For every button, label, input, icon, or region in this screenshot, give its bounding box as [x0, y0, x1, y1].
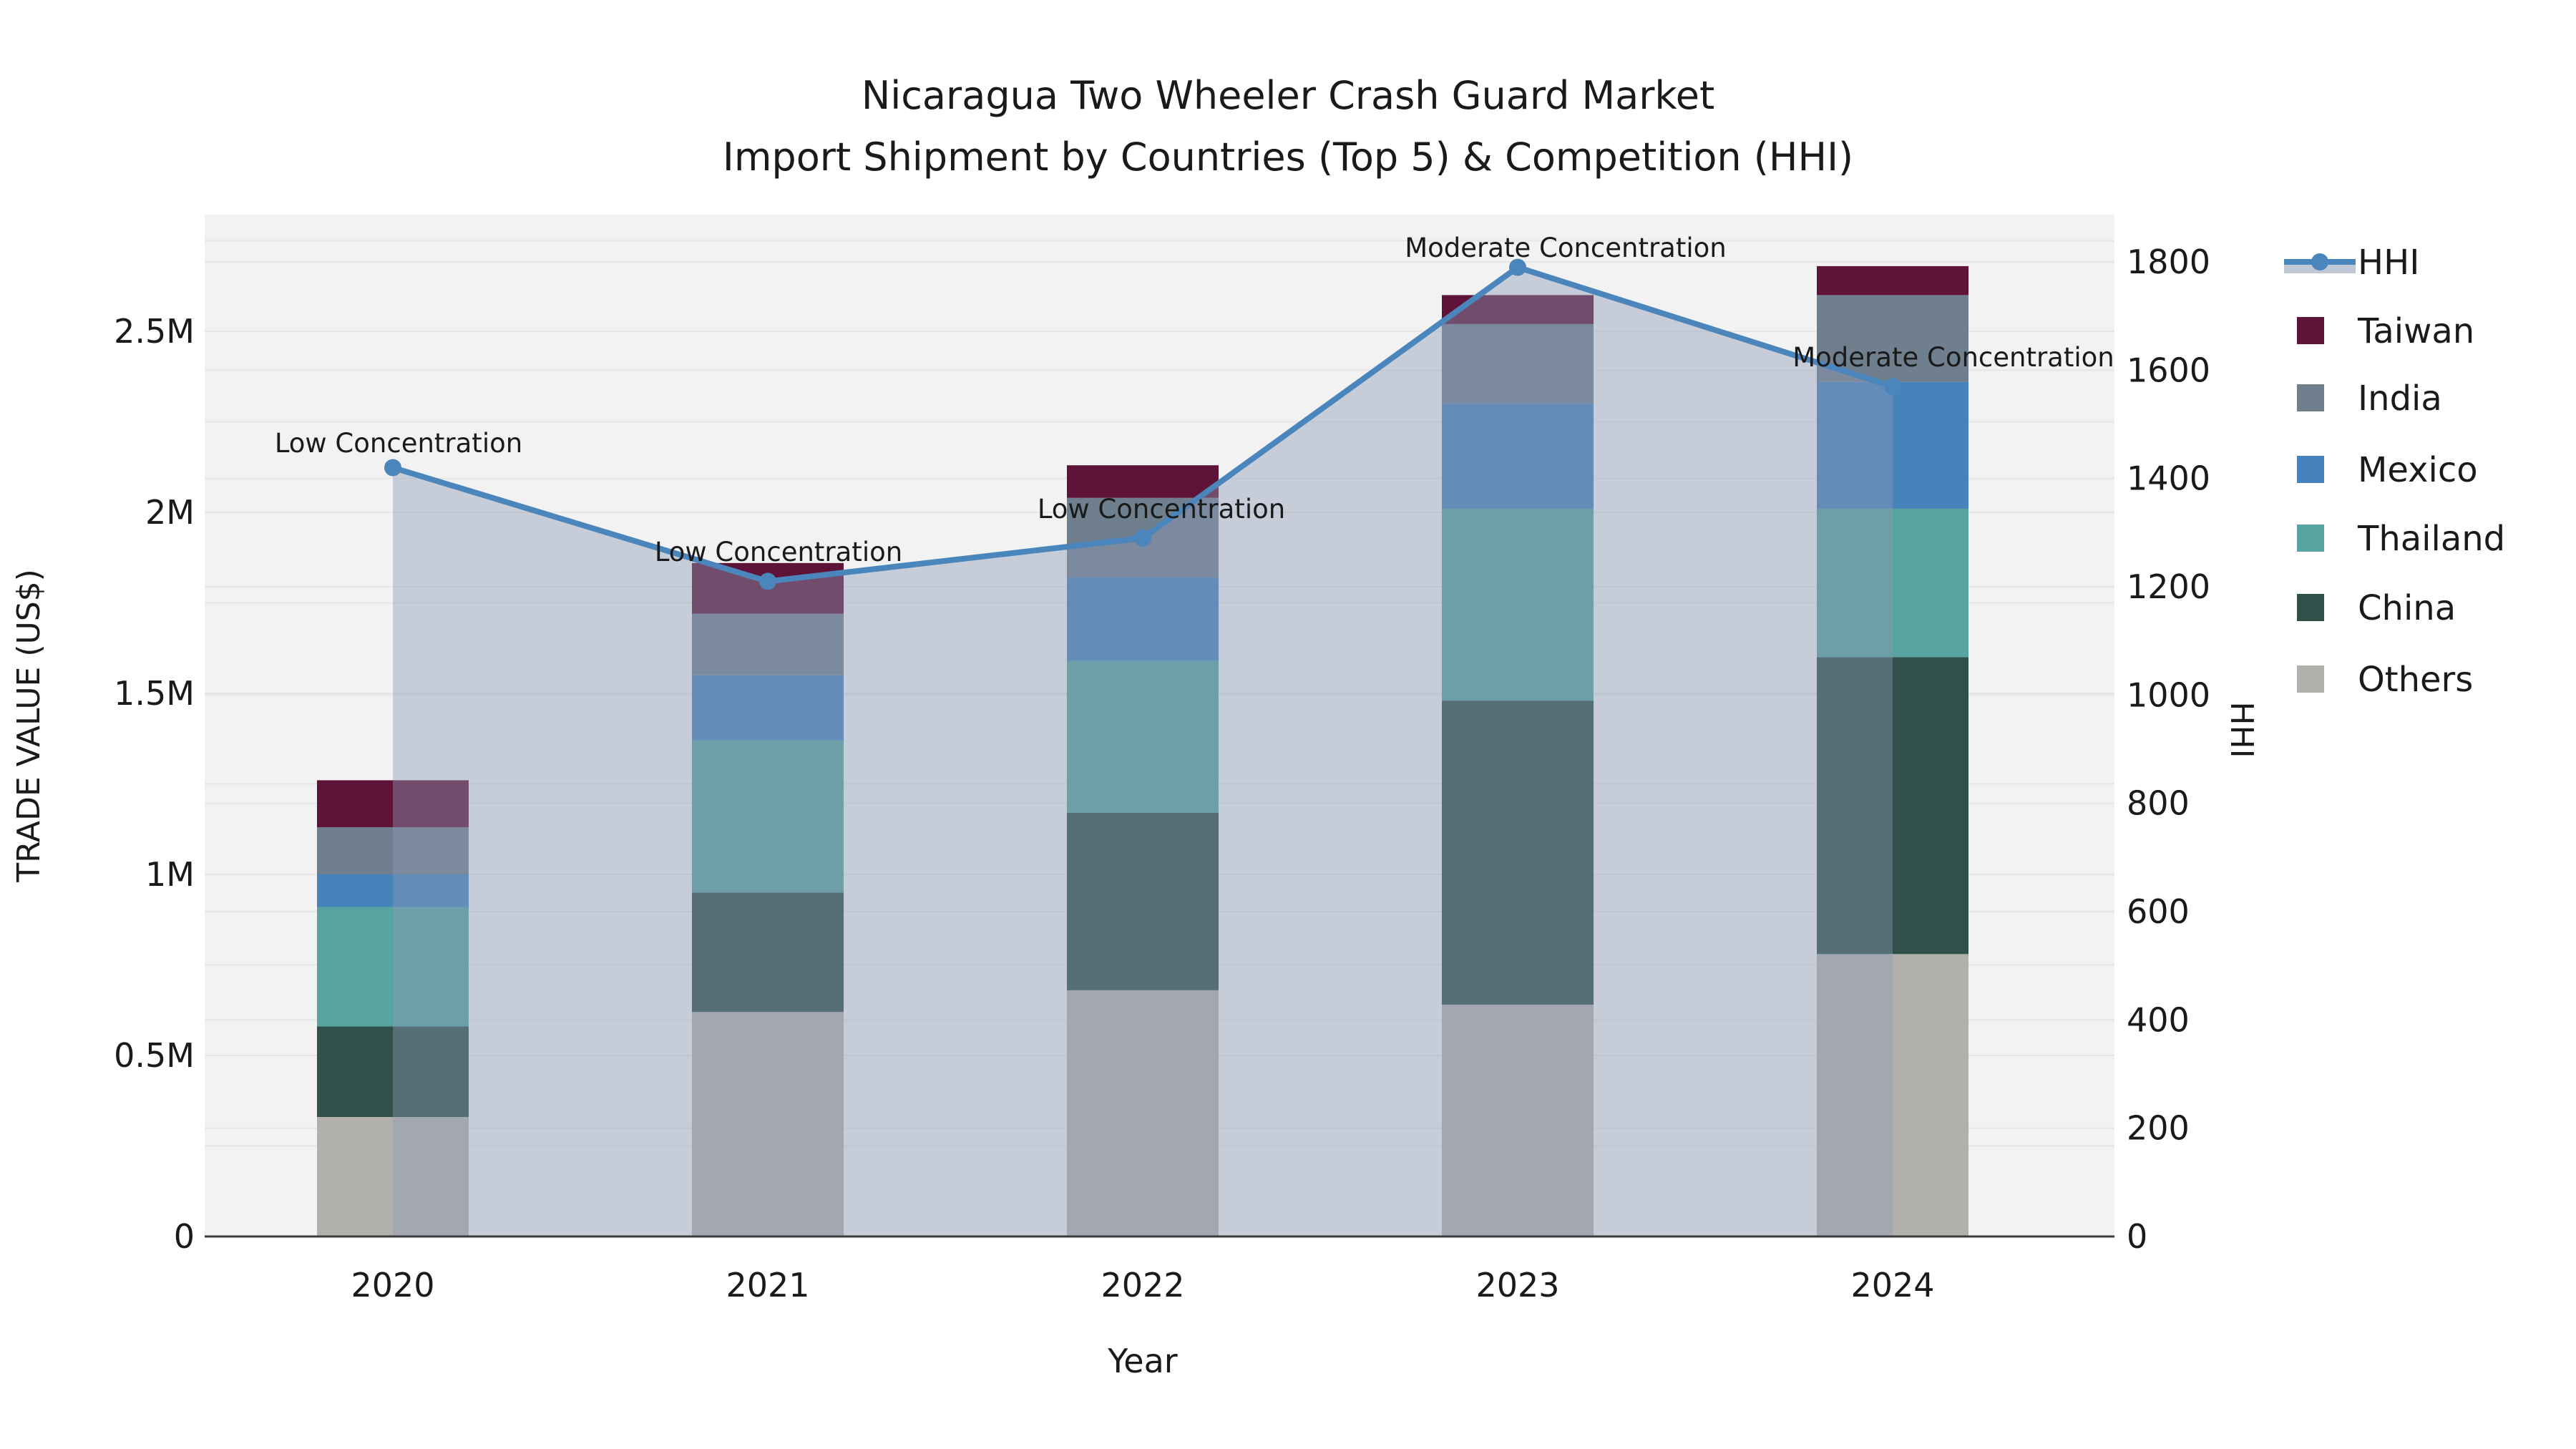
bar-2020: [317, 780, 469, 1236]
legend-color-swatch: [2297, 384, 2324, 411]
bar-segment-mexico: [692, 675, 844, 741]
bar-segment-others: [317, 1117, 469, 1236]
bar-2023: [1442, 295, 1594, 1236]
bar-segment-mexico: [1817, 381, 1968, 509]
legend-item-china: China: [2297, 588, 2456, 628]
title-line-2: Import Shipment by Countries (Top 5) & C…: [723, 135, 1853, 180]
x-tick-label: 2021: [726, 1266, 809, 1304]
right-tick-label: 0: [2127, 1217, 2147, 1256]
x-axis-label: Year: [1107, 1342, 1177, 1380]
bar-segment-taiwan: [317, 780, 469, 828]
bar-segment-thailand: [317, 907, 469, 1027]
legend-color-swatch: [2297, 525, 2324, 552]
annotation-2021: Low Concentration: [655, 537, 902, 567]
annotation-2022: Low Concentration: [1038, 494, 1285, 525]
legend-item-india: India: [2297, 379, 2442, 419]
legend-item-taiwan: Taiwan: [2297, 311, 2474, 351]
legend-label: Thailand: [2357, 519, 2505, 559]
x-tick-label: 2020: [351, 1266, 434, 1304]
bar-segment-thailand: [692, 740, 844, 893]
right-tick-label: 800: [2127, 784, 2190, 823]
legend-color-swatch: [2297, 317, 2324, 344]
bar-segment-others: [1817, 954, 1968, 1236]
hhi-marker: [1134, 529, 1151, 547]
legend-hhi-marker-swatch: [2311, 253, 2328, 270]
hhi-marker: [759, 572, 776, 590]
bar-2021: [692, 562, 844, 1236]
left-tick-label: 2M: [145, 493, 195, 532]
bar-segment-mexico: [1442, 404, 1594, 509]
hhi-marker: [384, 459, 401, 477]
y-axis-label-left: TRADE VALUE (US$): [11, 569, 47, 883]
bar-segment-india: [692, 613, 844, 675]
legend-label: India: [2358, 379, 2442, 419]
bar-segment-china: [1442, 701, 1594, 1005]
legend-color-swatch: [2297, 456, 2324, 483]
bar-segment-mexico: [1067, 577, 1219, 661]
right-tick-label: 200: [2127, 1109, 2190, 1148]
legend-label: Others: [2358, 660, 2473, 700]
bar-segment-thailand: [1067, 660, 1219, 813]
title: Nicaragua Two Wheeler Crash Guard Market…: [723, 73, 1853, 180]
right-tick-label: 1400: [2127, 459, 2210, 498]
bar-segment-india: [1442, 323, 1594, 404]
legend-item-others: Others: [2297, 660, 2473, 700]
bar-segment-others: [1067, 990, 1219, 1236]
bar-segment-mexico: [317, 874, 469, 907]
legend-color-swatch: [2297, 594, 2324, 621]
bar-segment-others: [692, 1012, 844, 1236]
bar-segment-china: [1817, 657, 1968, 955]
bar-segment-thailand: [1817, 508, 1968, 658]
bar-segment-taiwan: [1067, 465, 1219, 498]
x-tick-label: 2023: [1475, 1266, 1559, 1304]
left-tick-label: 1M: [145, 855, 195, 894]
right-tick-label: 1000: [2127, 675, 2210, 714]
x-tick-label: 2024: [1850, 1266, 1934, 1304]
annotation-2023: Moderate Concentration: [1405, 233, 1726, 263]
left-tick-label: 0.5M: [114, 1036, 195, 1075]
legend-label: China: [2358, 588, 2456, 628]
right-tick-label: 1600: [2127, 351, 2210, 389]
title-line-1: Nicaragua Two Wheeler Crash Guard Market: [862, 73, 1714, 118]
bar-segment-china: [317, 1026, 469, 1118]
right-tick-label: 1200: [2127, 567, 2210, 606]
plot-area: Low Concentration Low Concentration Low Co…: [114, 215, 2210, 1304]
legend-color-swatch: [2297, 665, 2324, 693]
bar-2022: [1067, 465, 1219, 1236]
y-axis-label-right: HHI: [2223, 701, 2260, 758]
x-tick-label: 2022: [1101, 1266, 1184, 1304]
right-tick-label: 1800: [2127, 243, 2210, 281]
bar-segment-taiwan: [1817, 265, 1968, 296]
hhi-marker: [1509, 258, 1526, 276]
right-tick-label: 600: [2127, 892, 2190, 931]
right-tick-label: 400: [2127, 1000, 2190, 1039]
hhi-marker: [1884, 378, 1901, 396]
stacked-bars: [317, 265, 1968, 1236]
bar-segment-others: [1442, 1005, 1594, 1236]
bar-segment-thailand: [1442, 508, 1594, 701]
legend: HHI Taiwan India Mexico Thailand China Others: [2284, 243, 2505, 700]
legend-item-hhi: HHI: [2284, 243, 2419, 283]
bar-segment-china: [692, 892, 844, 1013]
legend-label: Mexico: [2358, 450, 2478, 490]
legend-item-thailand: Thailand: [2297, 519, 2505, 559]
legend-item-mexico: Mexico: [2297, 450, 2478, 490]
bar-segment-taiwan: [1442, 295, 1594, 324]
annotations: Low Concentration Low Concentration Low Co…: [275, 233, 2114, 567]
bar-segment-china: [1067, 812, 1219, 990]
legend-label: HHI: [2358, 243, 2419, 283]
left-tick-label: 1.5M: [114, 674, 195, 713]
annotation-2020: Low Concentration: [275, 428, 522, 459]
left-tick-label: 0: [174, 1217, 195, 1256]
annotation-2024: Moderate Concentration: [1792, 342, 2114, 373]
tick-labels: 0 0.5M 1M 1.5M 2M 2.5M 0 200 400 600 800 1000 1200 14…: [114, 243, 2210, 1304]
legend-label: Taiwan: [2357, 311, 2474, 351]
hhi-area-fill: [393, 267, 1893, 1237]
left-tick-label: 2.5M: [114, 312, 195, 351]
bar-segment-india: [317, 827, 469, 874]
bar-2024: [1817, 265, 1968, 1236]
